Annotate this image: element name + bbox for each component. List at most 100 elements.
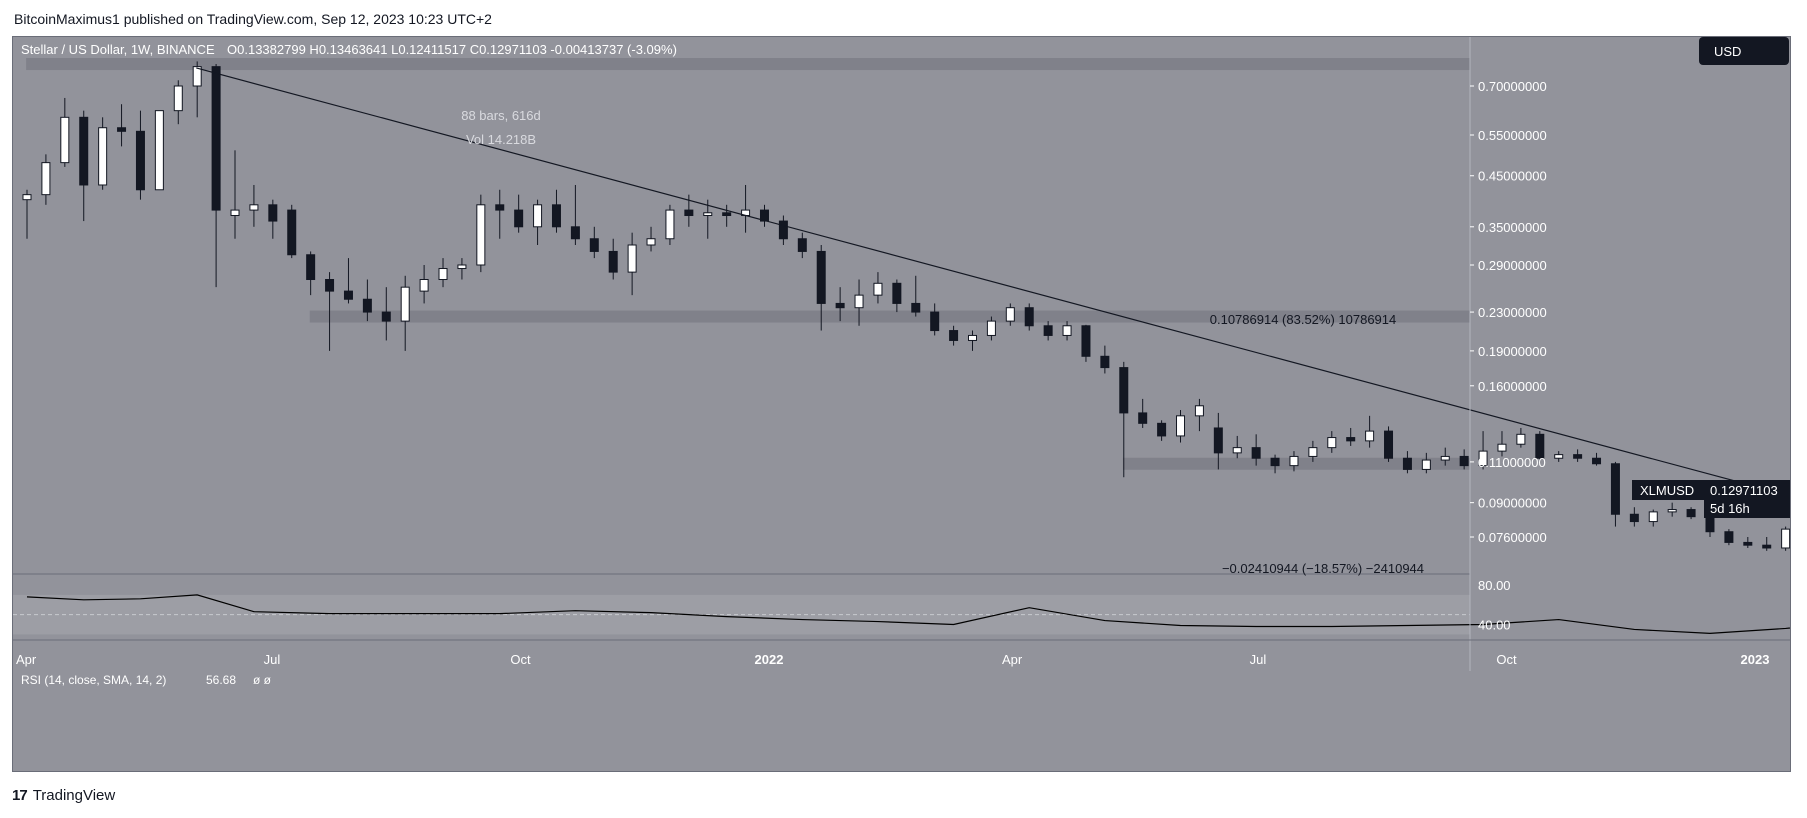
candle xyxy=(287,204,297,259)
candle xyxy=(1327,431,1337,453)
candle xyxy=(457,258,467,280)
price-tick-label: 0.07600000 xyxy=(1478,530,1547,545)
candle xyxy=(911,275,921,317)
candle-body xyxy=(135,130,145,191)
candle xyxy=(1762,537,1772,551)
candle xyxy=(1629,507,1639,527)
candle-body xyxy=(986,320,996,336)
candle-body xyxy=(1308,447,1318,457)
candle xyxy=(778,215,788,245)
rsi-legend-label[interactable]: RSI (14, close, SMA, 14, 2) xyxy=(21,673,166,687)
candle-body xyxy=(495,204,505,211)
candle xyxy=(646,226,656,252)
candle-body xyxy=(400,286,410,322)
candle-body xyxy=(1686,509,1696,518)
price-chart[interactable]: 0.70000000 0.55000000 0.45000000 0.35000000… xyxy=(13,37,1790,771)
candle xyxy=(949,325,959,346)
chart-background xyxy=(13,37,1790,771)
candle-body xyxy=(1157,422,1167,437)
candle-body xyxy=(1440,455,1450,461)
candle xyxy=(1402,451,1412,474)
candle-body xyxy=(1138,412,1148,424)
candle-body xyxy=(1232,447,1242,454)
candle xyxy=(1459,449,1469,470)
candle xyxy=(1648,509,1658,527)
candle-body xyxy=(665,209,675,240)
candle-body xyxy=(722,212,732,217)
candle-body xyxy=(533,204,543,228)
candle-body xyxy=(1743,541,1753,546)
candle xyxy=(722,204,732,227)
candle-body xyxy=(287,209,297,256)
candle xyxy=(589,226,599,259)
candle xyxy=(1024,303,1034,331)
ohlc-l-label: L xyxy=(391,42,398,57)
candle xyxy=(627,232,637,296)
candle-body xyxy=(419,279,429,292)
candle xyxy=(1176,410,1186,443)
candle xyxy=(1232,435,1242,459)
price-tick-label: 0.45000000 xyxy=(1478,169,1547,184)
candle xyxy=(1667,502,1677,517)
candle-body xyxy=(892,282,902,304)
candle-body xyxy=(873,282,883,296)
rsi-line xyxy=(26,594,1790,634)
candle-body xyxy=(1251,447,1261,459)
candle-body xyxy=(589,238,599,252)
time-tick-label: Apr xyxy=(1002,652,1023,667)
candle xyxy=(1573,449,1583,462)
lower-measure-annotation: −0.02410944 (−18.57%) −2410944 xyxy=(1222,561,1424,576)
price-tick-label: 0.29000000 xyxy=(1478,258,1547,273)
rsi-pane xyxy=(13,573,1790,635)
candle-body xyxy=(911,302,921,313)
candle-body xyxy=(1270,457,1280,467)
candle xyxy=(192,61,202,118)
candle-body xyxy=(438,268,448,281)
ohlc-values: O0.13382799 H0.13463641 L0.12411517 C0.1… xyxy=(227,42,677,57)
symbol-name[interactable]: Stellar / US Dollar, 1W, BINANCE xyxy=(21,42,215,57)
candle xyxy=(1592,452,1602,466)
candle xyxy=(1138,398,1148,428)
candle xyxy=(41,154,51,205)
candle-body xyxy=(98,127,108,186)
candle-body xyxy=(1459,455,1469,467)
brand-name: TradingView xyxy=(32,787,116,804)
candle xyxy=(1308,440,1318,462)
last-price-tag: XLMUSD 0.12971103 5d 16h xyxy=(1632,480,1790,518)
candle xyxy=(797,232,807,259)
zone-resistance-zone xyxy=(309,310,1470,323)
rsi-legend-extras: ø ø xyxy=(253,673,272,687)
ohlc-h-label: H xyxy=(309,42,318,57)
measure-volume: Vol 14.218B xyxy=(466,132,536,147)
axes: 0.70000000 0.55000000 0.45000000 0.35000000… xyxy=(13,37,1790,671)
candle xyxy=(1081,324,1091,362)
overlay-labels: Stellar / US Dollar, 1W, BINANCE O0.1338… xyxy=(21,42,1424,687)
candle xyxy=(1213,412,1223,470)
currency-button[interactable]: USD xyxy=(1699,37,1789,65)
candle xyxy=(400,275,410,351)
ohlc-h-value: 0.13463641 xyxy=(319,42,391,57)
candle-body xyxy=(192,66,202,87)
candle xyxy=(1743,537,1753,548)
candle xyxy=(514,194,524,233)
time-tick-label: 2023 xyxy=(1741,652,1770,667)
time-tick-label: 2022 xyxy=(755,652,784,667)
candle xyxy=(1724,529,1734,546)
candle xyxy=(1440,447,1450,466)
candle-body xyxy=(476,204,486,266)
candle xyxy=(835,287,845,322)
trendline-layer[interactable] xyxy=(196,67,1790,529)
candle-body xyxy=(703,212,713,217)
chart-frame[interactable]: 0.70000000 0.55000000 0.45000000 0.35000000… xyxy=(12,36,1791,772)
zone-top-range xyxy=(26,58,1471,71)
candle-body xyxy=(835,302,845,309)
candle xyxy=(325,272,335,351)
candle-body xyxy=(1497,443,1507,452)
tradingview-brand[interactable]: 17 TradingView xyxy=(12,787,115,804)
time-tick-label: Jul xyxy=(1250,652,1267,667)
candle-body xyxy=(362,298,372,313)
candle-body xyxy=(1384,430,1394,459)
candle xyxy=(1043,321,1053,341)
candle-body xyxy=(514,209,524,228)
candle-body xyxy=(1478,450,1488,467)
